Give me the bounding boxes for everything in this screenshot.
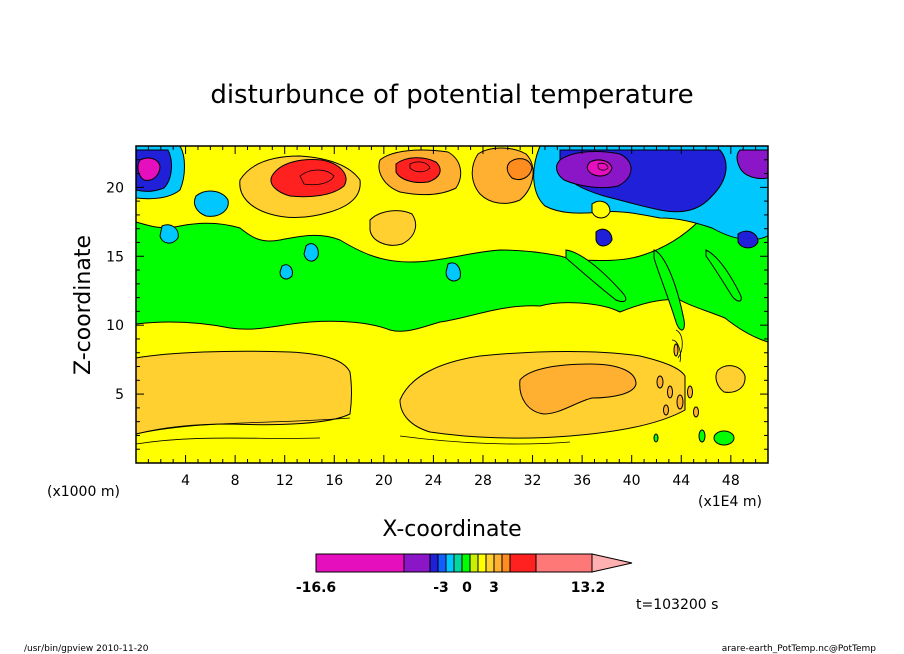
green-strand-a	[565, 249, 627, 303]
colorbar-segment	[509, 553, 537, 573]
plot-area	[136, 146, 768, 463]
disturbance-cells-green	[653, 429, 735, 446]
colorbar-segment	[453, 553, 463, 573]
colorbar-segment	[477, 553, 487, 573]
colorbar-arrow	[591, 553, 633, 573]
y-tick-label: 20	[106, 180, 124, 196]
colorbar-label-max: 13.2	[571, 580, 606, 596]
cold-cell-east-c	[737, 230, 759, 249]
colorbar-segment	[535, 553, 593, 573]
x-tick-label: 40	[623, 473, 641, 489]
contour-lines	[136, 161, 683, 445]
x-tick-label: 24	[424, 473, 442, 489]
cold-cell-blue-b	[159, 224, 179, 244]
cold-cell-blue-a	[193, 190, 229, 217]
green-strand-b	[653, 249, 685, 331]
footer-right: arare-earth_PotTemp.nc@PotTemp	[722, 644, 877, 654]
colorbar	[315, 553, 633, 573]
cold-peak-west	[137, 157, 161, 181]
y-axis: 5 10 15 20	[106, 159, 768, 450]
cold-cell-blue-c	[303, 243, 319, 262]
x-tick-label: 44	[672, 473, 690, 489]
colorbar-segment	[469, 553, 479, 573]
warm-cell-right	[715, 365, 746, 393]
x-tick-label: 32	[524, 473, 542, 489]
x-tick-label: 36	[573, 473, 591, 489]
x-unit-right: (x1E4 m)	[698, 494, 762, 510]
chart-title: disturbunce of potential temperature	[210, 80, 693, 110]
x-tick-label: 4	[181, 473, 190, 489]
cold-cell-blue-e	[279, 264, 293, 280]
y-tick-label: 5	[115, 387, 124, 403]
colorbar-segment	[403, 553, 431, 573]
cold-cell-east-far	[736, 149, 768, 179]
x-tick-label: 28	[474, 473, 492, 489]
cold-cell-blue-d	[445, 262, 461, 282]
colorbar-segment	[429, 553, 439, 573]
red-cell-west	[270, 159, 347, 198]
y-tick-label: 15	[106, 249, 124, 265]
x-axis-label: X-coordinate	[382, 517, 521, 542]
disturbance-cells	[656, 343, 699, 418]
y-axis-label: Z-coordinate	[71, 235, 96, 375]
warm-core-right	[519, 363, 637, 415]
cold-cell-east-b	[595, 228, 613, 247]
time-label: t=103200 s	[636, 597, 718, 613]
red-cell-east	[506, 158, 533, 181]
x-tick-label: 8	[231, 473, 240, 489]
x-tick-label: 16	[325, 473, 343, 489]
colorbar-segment	[437, 553, 447, 573]
colorbar-segment	[445, 553, 455, 573]
footer-left: /usr/bin/gpview 2010-11-20	[24, 644, 149, 654]
x-tick-label: 20	[375, 473, 393, 489]
colorbar-segment	[501, 553, 511, 573]
colorbar-label-minus3: -3	[433, 580, 449, 596]
red-cell-mid	[395, 157, 441, 183]
x-tick-label: 48	[722, 473, 740, 489]
upper-yellow-cell	[369, 210, 417, 246]
colorbar-segment	[493, 553, 503, 573]
x-tick-label: 12	[276, 473, 294, 489]
plot-frame	[135, 145, 769, 464]
colorbar-segment	[461, 553, 471, 573]
warm-cell-east-small	[591, 200, 611, 219]
x-unit-left: (x1000 m)	[47, 484, 120, 500]
colorbar-label-min: -16.6	[296, 580, 336, 596]
x-axis: 4 8 12 16 20 24 28 32 36 40 44 48	[147, 146, 757, 489]
colorbar-label-zero: 0	[462, 580, 472, 596]
y-tick-label: 10	[106, 318, 124, 334]
green-strand-c	[705, 249, 742, 302]
colorbar-segment	[315, 553, 405, 573]
colorbar-segment	[485, 553, 495, 573]
colorbar-label-plus3: 3	[489, 580, 499, 596]
warm-band-low	[136, 350, 352, 435]
